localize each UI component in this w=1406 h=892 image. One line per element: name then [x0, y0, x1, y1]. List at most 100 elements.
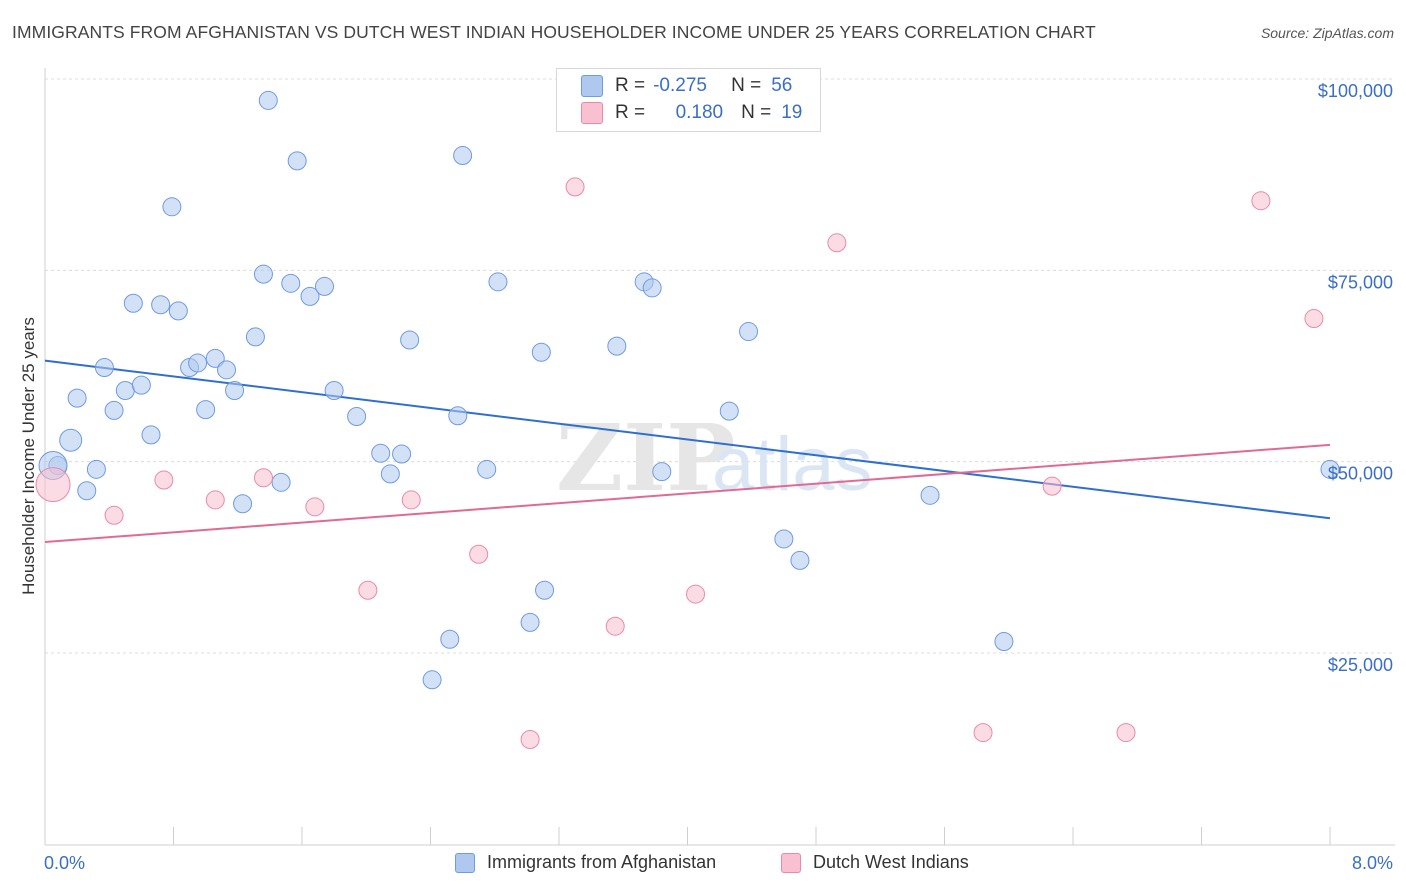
point-dutch-west-indian	[305, 497, 325, 517]
point-afghanistan	[774, 529, 794, 549]
point-afghanistan	[477, 459, 497, 479]
correlation-legend: R = -0.275 N = 56 R = 0.180 N = 19	[556, 68, 821, 132]
point-afghanistan	[520, 612, 540, 632]
chart-title: IMMIGRANTS FROM AFGHANISTAN VS DUTCH WES…	[12, 22, 1096, 42]
legend-swatch-dutch-west-indian	[581, 102, 603, 124]
y-tick-label: $75,000	[1328, 272, 1393, 292]
point-afghanistan	[535, 580, 555, 600]
legend-n-value-afghanistan: 56	[771, 75, 793, 96]
point-afghanistan	[719, 401, 739, 421]
point-dutch-west-indian	[35, 467, 71, 503]
point-afghanistan	[141, 425, 161, 445]
point-afghanistan	[739, 322, 759, 342]
point-afghanistan	[217, 360, 237, 380]
point-afghanistan	[392, 444, 412, 464]
point-afghanistan	[1320, 459, 1340, 479]
grid-lines	[45, 78, 1395, 654]
point-afghanistan	[196, 400, 216, 420]
point-afghanistan	[188, 353, 208, 373]
point-dutch-west-indian	[1116, 723, 1136, 743]
point-afghanistan	[245, 327, 265, 347]
point-afghanistan	[59, 428, 83, 452]
point-afghanistan	[652, 462, 672, 482]
point-afghanistan	[531, 342, 551, 362]
point-afghanistan	[287, 151, 307, 171]
series-legend-dutch-west-indian[interactable]: Dutch West Indians	[781, 852, 969, 873]
point-dutch-west-indian	[565, 177, 585, 197]
point-dutch-west-indian	[1042, 476, 1062, 496]
point-dutch-west-indian	[1251, 191, 1271, 211]
point-afghanistan	[314, 276, 334, 296]
point-afghanistan	[271, 472, 291, 492]
point-dutch-west-indian	[605, 616, 625, 636]
point-dutch-west-indian	[358, 580, 378, 600]
tick-labels: $25,000 $50,000 $75,000 $100,000 0.0% 8.0% Hou…	[19, 81, 1393, 873]
point-afghanistan	[347, 407, 367, 427]
point-dutch-west-indian	[205, 490, 225, 510]
point-afghanistan	[422, 670, 442, 690]
point-afghanistan	[488, 272, 508, 292]
point-afghanistan	[115, 380, 135, 400]
point-afghanistan	[67, 388, 87, 408]
watermark-zip: ZIP	[556, 404, 735, 512]
series-legend: Immigrants from Afghanistan Dutch West I…	[0, 852, 1406, 878]
trend-line-dutch-west-indian	[44, 443, 1331, 544]
trend-line-afghanistan	[44, 359, 1331, 520]
point-afghanistan	[233, 494, 253, 514]
point-dutch-west-indian	[253, 468, 273, 488]
point-afghanistan	[642, 278, 662, 298]
point-afghanistan	[920, 485, 940, 505]
legend-n-value-dutch-west-indian: 19	[781, 102, 803, 123]
y-tick-label: $25,000	[1328, 655, 1393, 675]
point-dutch-west-indian	[154, 470, 174, 490]
legend-n-label: N =	[741, 102, 772, 123]
legend-r-value-dutch-west-indian: 0.180	[675, 102, 724, 123]
legend-row-dutch-west-indian: R = 0.180 N = 19	[581, 101, 802, 125]
point-afghanistan	[86, 459, 106, 479]
point-afghanistan	[77, 481, 97, 501]
legend-r-value-afghanistan: -0.275	[653, 75, 707, 96]
point-dutch-west-indian	[104, 505, 124, 525]
legend-row-afghanistan: R = -0.275 N = 56	[581, 74, 792, 98]
point-afghanistan	[123, 293, 143, 313]
y-axis-title: Householder Income Under 25 years	[19, 317, 38, 595]
point-dutch-west-indian	[686, 584, 706, 604]
x-tick-label-min: 0.0%	[44, 853, 85, 873]
point-afghanistan	[104, 400, 124, 420]
point-afghanistan	[324, 380, 344, 400]
y-tick-label: $100,000	[1318, 81, 1393, 101]
point-dutch-west-indian	[973, 723, 993, 743]
point-afghanistan	[994, 632, 1014, 652]
point-afghanistan	[258, 90, 278, 110]
point-dutch-west-indian	[1304, 309, 1324, 329]
legend-n-label: N =	[731, 75, 762, 96]
point-afghanistan	[168, 301, 188, 321]
point-afghanistan	[151, 295, 171, 315]
point-afghanistan	[281, 273, 301, 293]
point-dutch-west-indian	[401, 490, 421, 510]
point-afghanistan	[453, 146, 473, 166]
legend-swatch-afghanistan	[581, 75, 603, 97]
point-afghanistan	[225, 380, 245, 400]
point-afghanistan	[380, 464, 400, 484]
chart-source: Source: ZipAtlas.com	[1260, 25, 1394, 41]
series-swatch-afghanistan	[455, 852, 475, 873]
trend-lines	[44, 359, 1331, 544]
watermark-atlas: atlas	[712, 422, 873, 507]
series-label-afghanistan: Immigrants from Afghanistan	[487, 852, 717, 872]
series-legend-afghanistan[interactable]: Immigrants from Afghanistan	[455, 852, 716, 873]
series-label-dutch-west-indian: Dutch West Indians	[813, 852, 969, 872]
point-afghanistan	[205, 348, 225, 368]
point-afghanistan	[607, 336, 627, 356]
point-afghanistan	[162, 197, 182, 217]
point-afghanistan	[400, 330, 420, 350]
point-dutch-west-indian	[469, 544, 489, 564]
data-points	[35, 90, 1340, 749]
point-dutch-west-indian	[827, 233, 847, 253]
legend-r-label: R =	[615, 102, 646, 123]
point-afghanistan	[371, 443, 391, 463]
point-afghanistan	[253, 264, 273, 284]
point-dutch-west-indian	[520, 729, 540, 749]
x-tick-label-max: 8.0%	[1352, 853, 1393, 873]
